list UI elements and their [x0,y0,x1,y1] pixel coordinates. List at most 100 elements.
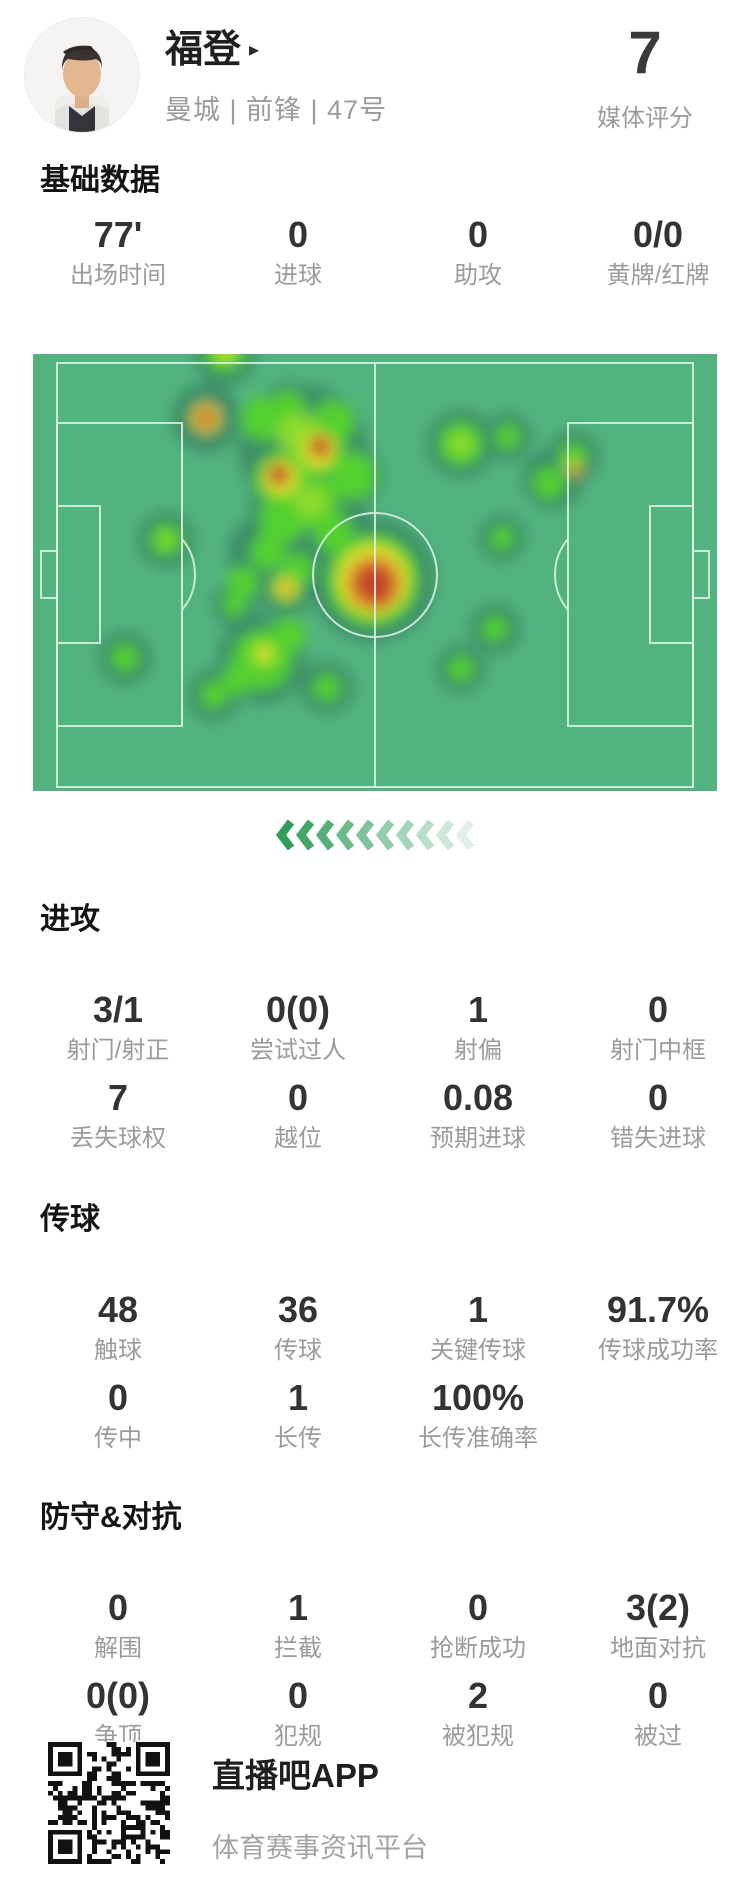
chevron-left-icon [315,819,335,851]
stat-value: 0 [107,1587,129,1628]
stat-触球: 48 触球 [28,1287,208,1369]
stat-label: 预期进球 [430,1125,526,1152]
stat-助攻: 0 助攻 [388,212,568,294]
stat-label: 助攻 [454,262,502,289]
direction-chevrons-left [0,819,750,851]
stat-empty [568,1375,748,1457]
stat-被犯规: 2 被犯规 [388,1673,568,1755]
stat-label: 进球 [274,262,322,289]
stat-value: 7 [107,1077,129,1118]
chevron-left-icon [455,819,475,851]
stat-sections: 基础数据 77' 出场时间 0 进球 0 助攻 0/0 黄牌/红牌进攻 3/1 射门/射正 0(0) 尝… [0,160,750,1755]
player-name-link[interactable]: 福登 ▸ [165,28,387,72]
stat-value: 91.7% [606,1289,710,1330]
stat-label: 拦截 [274,1635,322,1662]
app-footer: 直播吧APP 体育赛事资讯平台 [48,1742,428,1865]
stat-value: 0 [467,1587,489,1628]
stat-value: 0 [467,214,489,255]
stat-value: 0 [287,1077,309,1118]
stat-value: 2 [467,1675,489,1716]
stat-传球成功率: 91.7% 传球成功率 [568,1287,748,1369]
stat-value: 100% [431,1377,525,1418]
stat-label: 黄牌/红牌 [606,262,710,289]
stat-value: 3/1 [92,989,144,1030]
stat-label: 抢断成功 [430,1635,526,1662]
chevron-right-icon: ▸ [249,39,260,61]
stat-value: 0.08 [442,1077,514,1118]
player-identity: 福登 ▸ 曼城 | 前锋 | 47号 [165,18,387,127]
chevron-left-icon [355,819,375,851]
stat-value: 0(0) [265,989,331,1030]
chevron-left-icon [435,819,455,851]
chevron-left-icon [275,819,295,851]
stat-value: 48 [97,1289,139,1330]
stat-地面对抗: 3(2) 地面对抗 [568,1585,748,1667]
stat-value: 0 [287,214,309,255]
section-title-0: 基础数据 [40,164,160,197]
chevron-left-icon [335,819,355,851]
heatmap-pitch [33,354,717,791]
stat-row: 0(0) 争顶 0 犯规 2 被犯规 0 被过 [0,1673,750,1755]
stat-射偏: 1 射偏 [388,987,568,1069]
stat-value: 0 [647,989,669,1030]
player-name: 福登 [165,29,242,71]
stat-label: 射门中框 [610,1037,706,1064]
stat-label: 错失进球 [610,1125,706,1152]
stat-label: 射门/射正 [66,1037,170,1064]
player-team-position: 曼城 | 前锋 | 47号 [165,95,388,125]
stat-越位: 0 越位 [208,1075,388,1157]
stat-value: 0 [287,1675,309,1716]
stat-传中: 0 传中 [28,1375,208,1457]
stat-value: 0 [647,1675,669,1716]
stat-label: 尝试过人 [250,1037,346,1064]
stat-label: 地面对抗 [610,1635,706,1662]
stat-value: 1 [287,1377,309,1418]
position-heatmap [33,354,717,791]
stat-value: 1 [467,989,489,1030]
media-rating-value: 7 [628,19,662,86]
stat-value: 1 [467,1289,489,1330]
stat-value: 3(2) [625,1587,691,1628]
stat-传球: 36 传球 [208,1287,388,1369]
stat-value: 0(0) [85,1675,151,1716]
stat-长传准确率: 100% 长传准确率 [388,1375,568,1457]
stat-尝试过人: 0(0) 尝试过人 [208,987,388,1069]
stat-row: 3/1 射门/射正 0(0) 尝试过人 1 射偏 0 射门中框 [0,987,750,1069]
player-header: 福登 ▸ 曼城 | 前锋 | 47号 7 媒体评分 [0,0,750,132]
stat-犯规: 0 犯规 [208,1673,388,1755]
stat-丢失球权: 7 丢失球权 [28,1075,208,1157]
section-title-3: 防守&对抗 [40,1501,182,1534]
stat-value: 0 [107,1377,129,1418]
stat-label: 长传 [274,1425,322,1452]
stat-label: 犯规 [274,1723,322,1750]
chevron-left-icon [375,819,395,851]
stat-被过: 0 被过 [568,1673,748,1755]
stat-value: 77' [93,214,143,255]
stat-label: 被犯规 [442,1723,514,1750]
chevron-left-icon [415,819,435,851]
stat-label: 被过 [634,1723,682,1750]
stat-row: 48 触球 36 传球 1 关键传球 91.7% 传球成功率 [0,1287,750,1369]
player-avatar[interactable] [25,18,139,132]
section-title-1: 进攻 [40,903,100,936]
chevron-left-icon [295,819,315,851]
stat-value: 1 [287,1587,309,1628]
stat-label: 关键传球 [430,1337,526,1364]
stat-解围: 0 解围 [28,1585,208,1667]
stat-label: 传中 [94,1425,142,1452]
stat-label: 出场时间 [70,262,166,289]
player-photo-icon [25,18,139,132]
stat-label: 长传准确率 [418,1425,538,1452]
section-title-2: 传球 [40,1203,100,1236]
stat-label: 触球 [94,1337,142,1364]
stat-row: 0 解围 1 拦截 0 抢断成功 3(2) 地面对抗 [0,1585,750,1667]
stat-出场时间: 77' 出场时间 [28,212,208,294]
stat-错失进球: 0 错失进球 [568,1075,748,1157]
stat-value: 0 [647,1077,669,1118]
stat-value: 0/0 [632,214,684,255]
qr-code [48,1742,170,1864]
stat-关键传球: 1 关键传球 [388,1287,568,1369]
stat-label: 解围 [94,1635,142,1662]
stat-row: 7 丢失球权 0 越位 0.08 预期进球 0 错失进球 [0,1075,750,1157]
